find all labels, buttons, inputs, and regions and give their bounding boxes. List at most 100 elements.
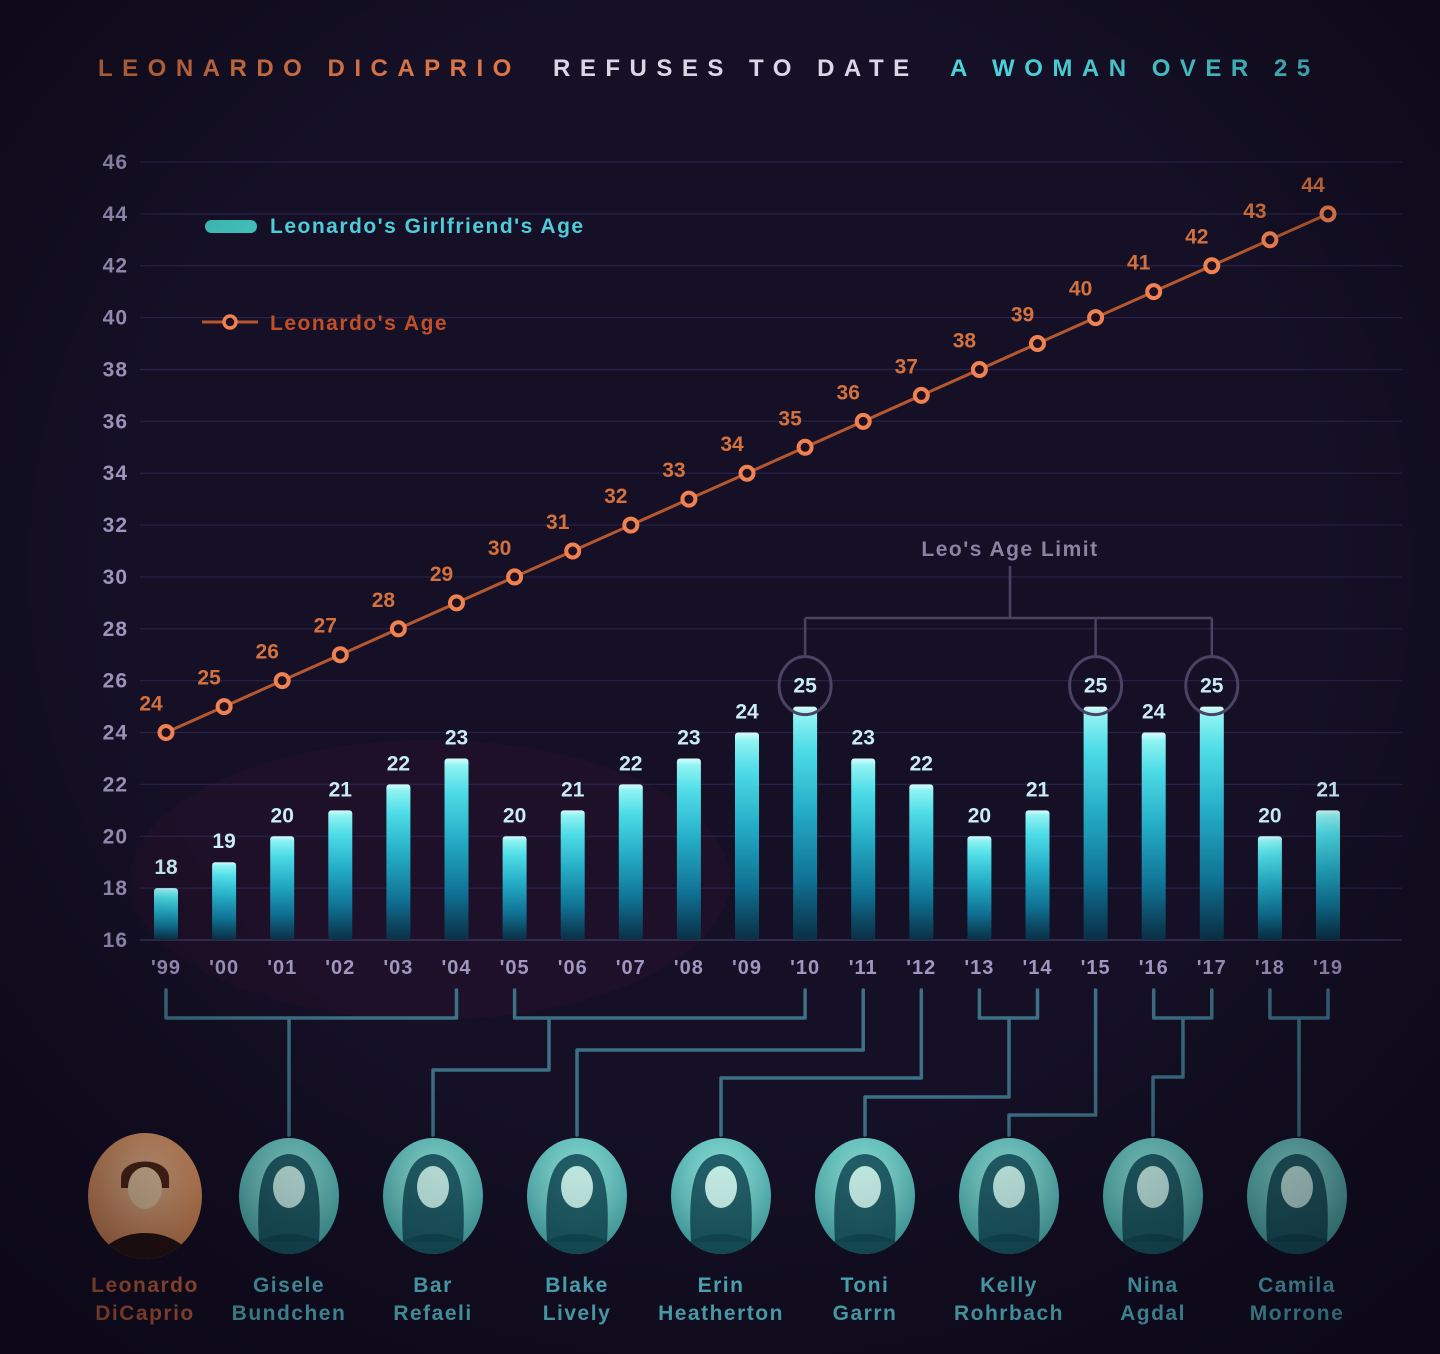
face [1137,1166,1169,1208]
y-tick-16: 16 [103,929,128,952]
face [1281,1166,1313,1208]
legend-line-marker-icon [222,314,238,330]
leo-age-value-16: 41 [1127,252,1151,275]
bar-05 [502,836,527,940]
leo-age-value-12: 37 [895,355,918,378]
name-bar-refaeli-line2: Refaeli [393,1302,472,1325]
bar-19 [1316,810,1340,940]
x-tick-05: '05 [500,957,530,979]
age-limit-label: Leo's Age Limit [921,538,1098,561]
face [993,1166,1025,1208]
y-tick-28: 28 [103,618,128,641]
y-tick-20: 20 [103,825,128,848]
name-erin-heatherton-line2: Heatherton [658,1302,784,1325]
leo-age-value-04: 29 [430,563,453,586]
leo-age-value-03: 28 [372,589,396,612]
leo-age-value-18: 43 [1243,200,1266,223]
leo-age-marker-19 [1319,205,1337,223]
x-tick-12: '12 [906,957,936,979]
y-tick-40: 40 [103,307,128,330]
bar-value-07: 22 [619,752,642,775]
leo-age-value-14: 39 [1011,304,1034,327]
bar-09 [735,732,759,940]
name-toni-garrn-line1: Toni [841,1274,890,1297]
leo-age-marker-00 [215,698,233,716]
x-tick-02: '02 [325,957,355,979]
bar-12 [909,784,934,940]
bar-value-14: 21 [1026,778,1050,801]
x-tick-08: '08 [674,957,704,979]
leo-age-value-10: 35 [778,407,802,430]
y-tick-42: 42 [103,255,128,278]
bar-02 [328,810,353,940]
name-leonardo-dicaprio-line1: Leonardo [91,1274,199,1297]
name-leonardo-dicaprio-line2: DiCaprio [95,1302,195,1325]
bar-value-18: 20 [1258,804,1281,827]
bar-15 [1083,706,1108,940]
x-tick-17: '17 [1197,957,1227,979]
bar-03 [386,784,411,940]
name-gisele-bundchen-line1: Gisele [253,1274,325,1297]
leo-age-marker-06 [564,542,582,560]
bar-10 [793,706,818,940]
leo-age-value-05: 30 [488,537,511,560]
bar-06 [560,810,585,940]
x-tick-11: '11 [849,957,878,979]
bar-18 [1257,836,1282,940]
bar-value-03: 22 [387,752,410,775]
title-refuses-to-date: REFUSES TO DATE [553,55,919,82]
leo-age-marker-99 [157,724,175,742]
bar-value-11: 23 [852,726,875,749]
bar-99 [154,888,178,940]
y-tick-26: 26 [103,670,128,693]
bar-value-01: 20 [271,804,294,827]
leo-age-marker-14 [1029,335,1046,353]
x-tick-19: '19 [1313,957,1343,979]
bar-value-04: 23 [445,726,468,749]
leo-age-value-11: 36 [837,381,860,404]
x-tick-10: '10 [790,957,820,979]
name-blake-lively-line2: Lively [543,1302,612,1325]
y-tick-36: 36 [103,410,128,433]
title-a-woman-over-25: A WOMAN OVER 25 [950,55,1320,82]
x-tick-14: '14 [1022,957,1052,979]
x-tick-09: '09 [732,957,762,979]
bar-08 [676,758,701,940]
name-nina-agdal-line1: Nina [1127,1274,1179,1297]
title-leonardo-dicaprio: LEONARDO DICAPRIO [98,55,521,82]
leo-age-marker-12 [912,386,930,404]
y-tick-44: 44 [103,203,128,226]
x-tick-99: '99 [151,957,181,979]
name-camila-morrone-line1: Camila [1258,1274,1336,1297]
name-erin-heatherton-line1: Erin [698,1274,745,1297]
leo-age-value-02: 27 [314,615,337,638]
bar-11 [851,758,876,940]
x-tick-04: '04 [441,957,471,979]
leo-age-marker-01 [273,672,291,690]
bar-value-17: 25 [1200,675,1224,698]
leo-age-marker-17 [1203,257,1221,275]
bar-value-12: 22 [910,752,933,775]
face [273,1166,305,1208]
leo-age-marker-11 [854,412,872,430]
legend-girlfriend-age-label: Leonardo's Girlfriend's Age [270,215,585,238]
leo-age-value-06: 31 [546,511,570,534]
name-kelly-rohrbach-line2: Rohrbach [954,1302,1064,1325]
leo-age-value-01: 26 [256,641,279,664]
name-nina-agdal-line2: Agdal [1120,1302,1186,1325]
bar-value-99: 18 [154,856,178,879]
bar-16 [1141,732,1166,940]
y-tick-24: 24 [103,722,128,745]
y-tick-22: 22 [103,773,128,796]
leo-age-value-07: 32 [604,485,627,508]
leo-age-value-17: 42 [1185,226,1208,249]
leo-age-marker-04 [448,594,465,612]
bar-value-10: 25 [793,675,817,698]
bar-value-13: 20 [968,804,991,827]
leo-age-value-09: 34 [720,433,744,456]
leo-age-value-00: 25 [197,667,221,690]
bar-value-15: 25 [1084,675,1108,698]
face [128,1167,162,1209]
y-tick-18: 18 [103,877,128,900]
